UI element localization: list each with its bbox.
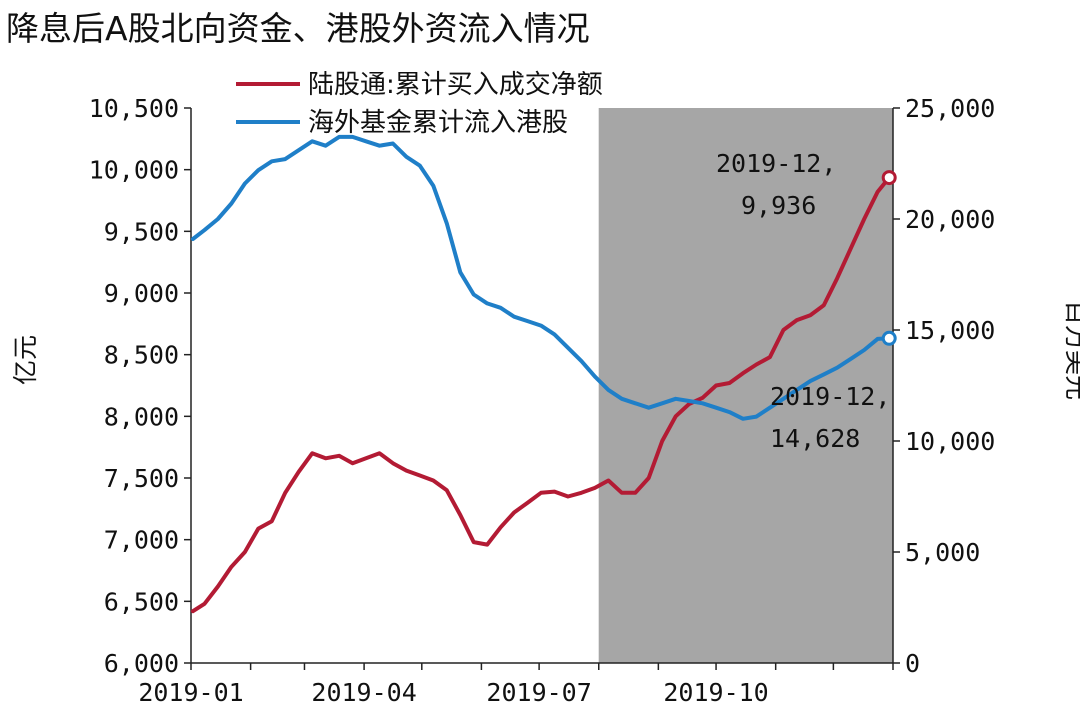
y-right-tick-label: 10,000: [905, 427, 995, 456]
x-tick-label: 2019-10: [663, 678, 768, 707]
series-line-2: [190, 134, 892, 421]
y-axis-label-right: 百万美元: [1062, 300, 1080, 400]
series-end-marker-1: [881, 170, 897, 186]
legend-label-series-2: 海外基金累计流入港股: [308, 108, 568, 138]
y-left-tick-label: 10,500: [89, 94, 179, 123]
x-tick-label: 2019-07: [486, 678, 591, 707]
y-left-tick-label: 6,500: [104, 587, 179, 616]
tick-labels: 6,000 6,500 7,000 7,500 8,000 8,500 9,000 9,500…: [89, 94, 996, 707]
y-left-tick-label: 7,000: [104, 526, 179, 555]
y-right-tick-label: 15,000: [905, 316, 995, 345]
shaded-period: [598, 108, 893, 663]
end-markers: [881, 170, 897, 346]
x-tick-label: 2019-04: [311, 678, 416, 707]
y-left-tick-label: 8,000: [104, 402, 179, 431]
series-end-marker-2: [881, 330, 897, 346]
annotation-series-2-line1: 2019-12,: [770, 382, 890, 411]
series-lines: [190, 134, 892, 614]
x-tick-label: 2019-01: [138, 678, 243, 707]
y-left-tick-label: 8,500: [104, 341, 179, 370]
y-right-tick-label: 25,000: [905, 94, 995, 123]
series-line-1: [190, 175, 892, 614]
y-right-tick-label: 20,000: [905, 205, 995, 234]
annotation-series-1-line1: 2019-12,: [716, 149, 836, 178]
legend: 陆股通:累计买入成交净额 海外基金累计流入港股: [236, 70, 603, 138]
y-axis-label-left: 亿元: [11, 335, 40, 385]
y-left-tick-label: 9,500: [104, 217, 179, 246]
annotation-series-1: 2019-12, 9,936: [716, 149, 836, 220]
y-left-tick-label: 7,500: [104, 464, 179, 493]
y-left-tick-label: 9,000: [104, 279, 179, 308]
chart-title: 降息后A股北向资金、港股外资流入情况: [6, 9, 590, 48]
y-right-tick-label: 5,000: [905, 538, 980, 567]
y-left-tick-label: 10,000: [89, 156, 179, 185]
legend-label-series-1: 陆股通:累计买入成交净额: [308, 70, 603, 100]
annotation-series-1-line2: 9,936: [741, 191, 816, 220]
annotation-series-2: 2019-12, 14,628: [770, 382, 890, 453]
annotation-series-2-line2: 14,628: [770, 424, 860, 453]
y-right-tick-label: 0: [905, 649, 920, 678]
y-left-tick-label: 6,000: [104, 649, 179, 678]
axes: [184, 107, 900, 670]
